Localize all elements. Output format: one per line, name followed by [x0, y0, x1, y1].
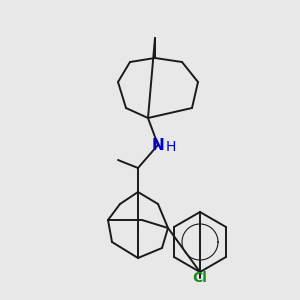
Text: N: N	[152, 137, 164, 152]
Text: Cl: Cl	[193, 271, 207, 285]
Text: H: H	[166, 140, 176, 154]
